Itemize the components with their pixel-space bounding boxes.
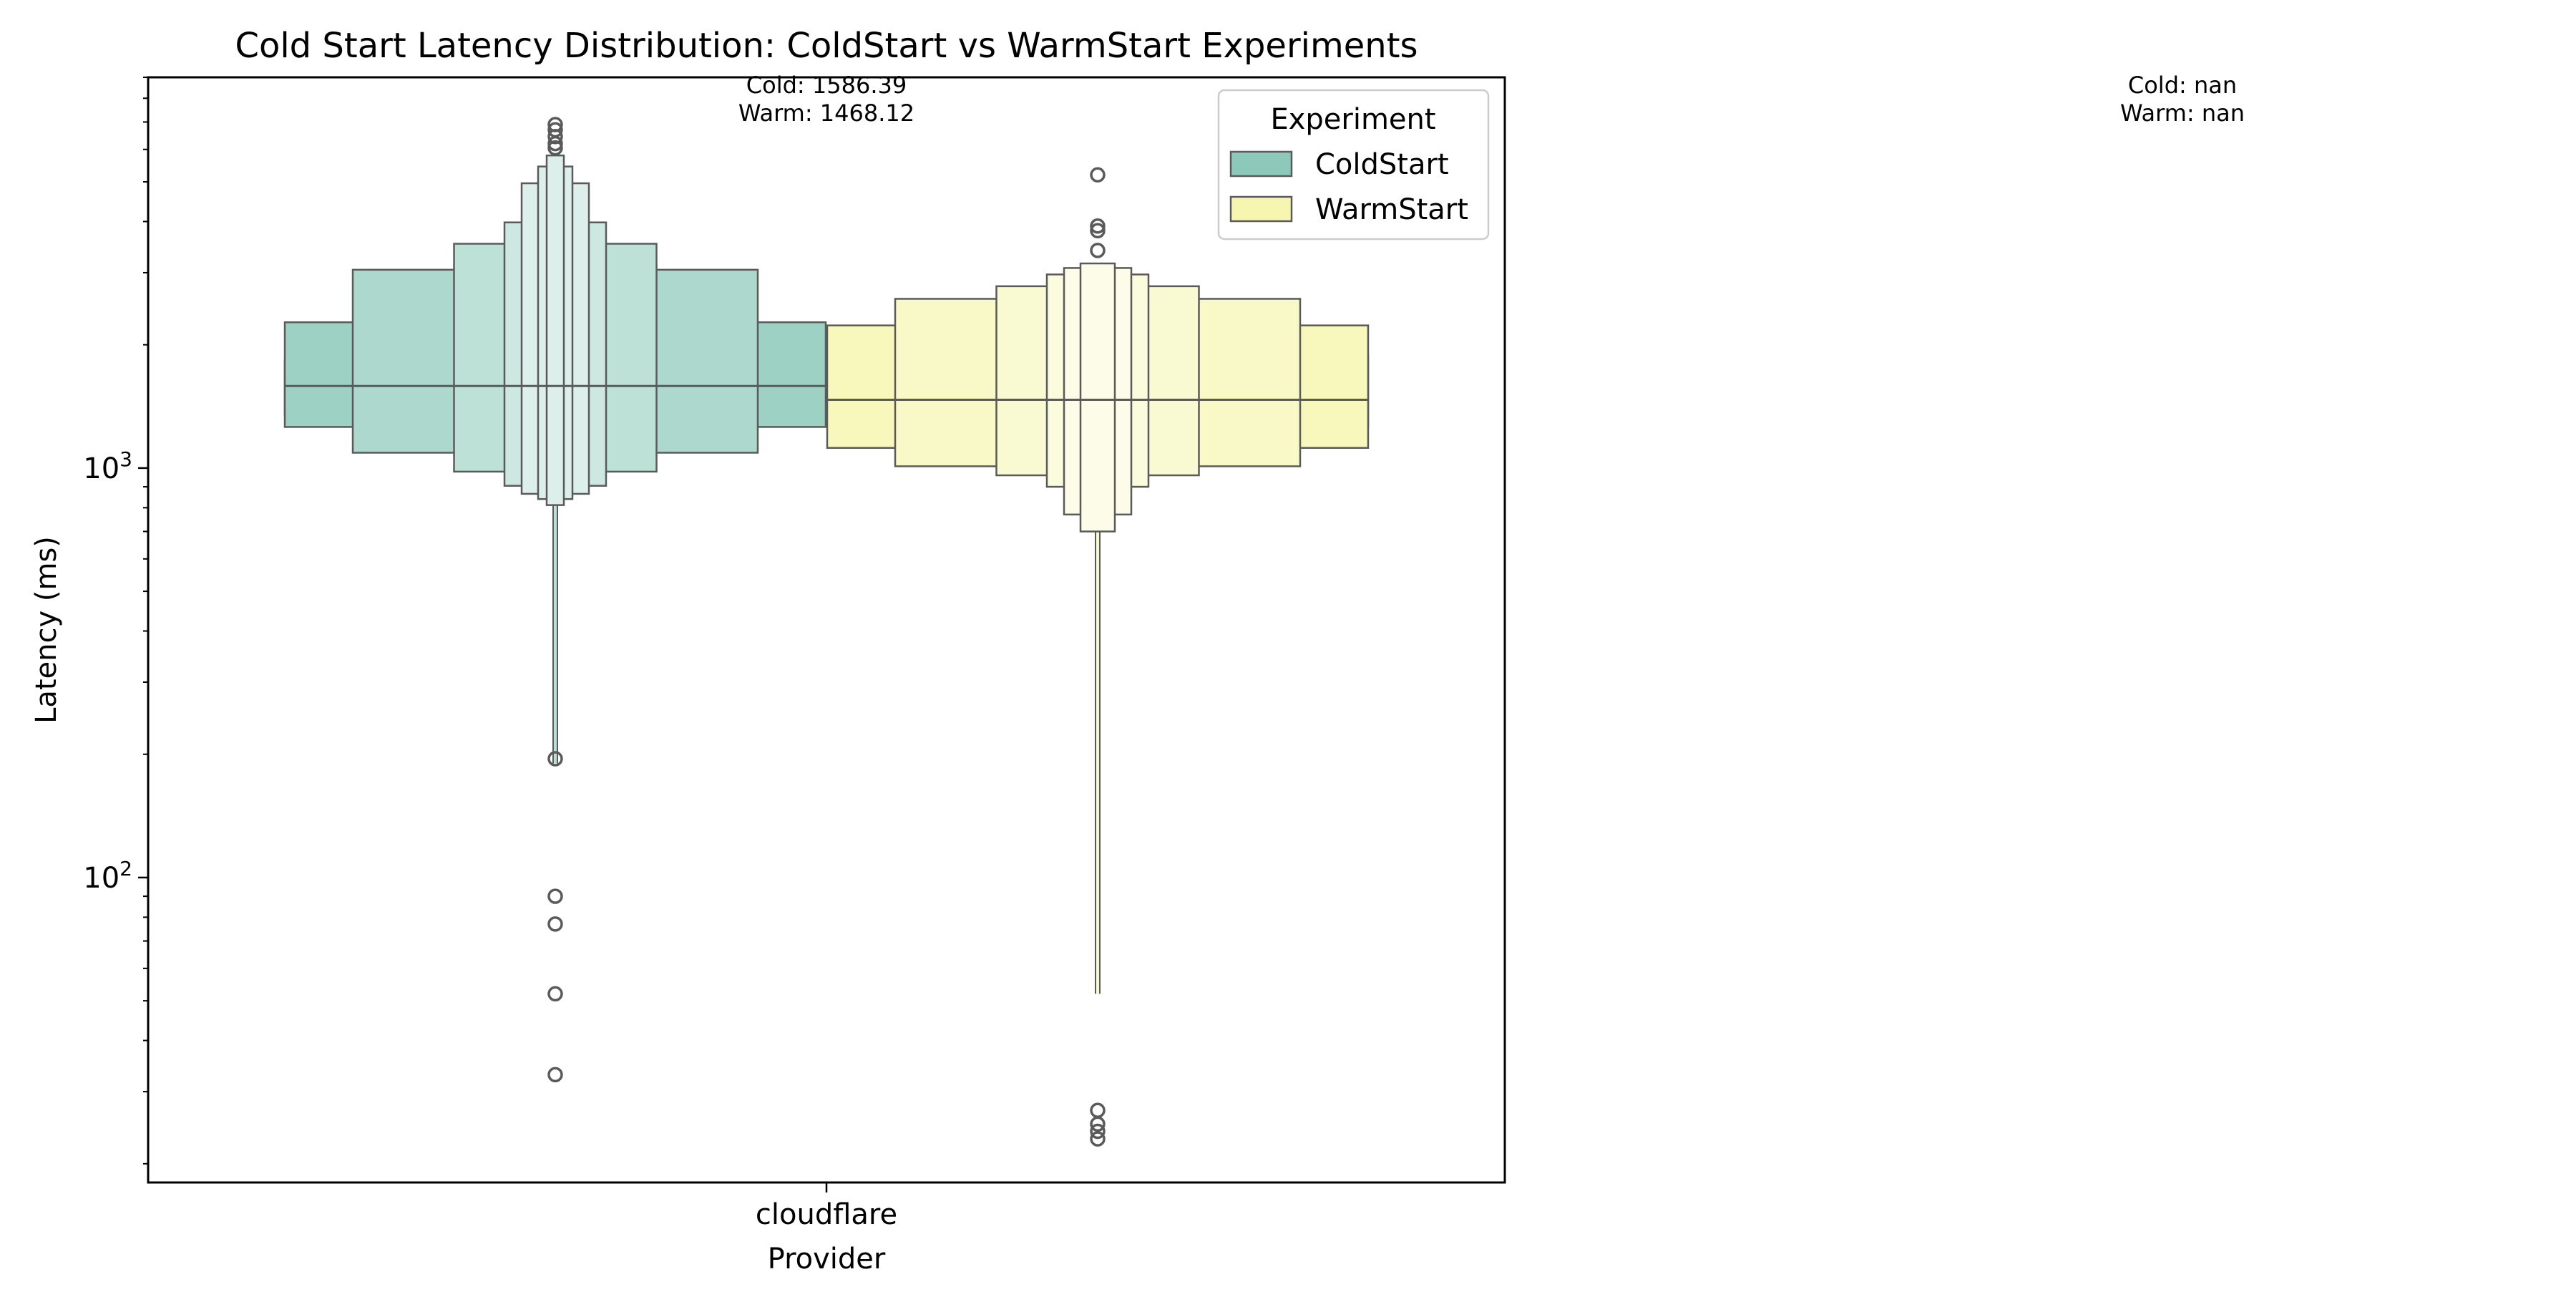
legend-swatch-warmstart <box>1231 197 1292 221</box>
chart-title: Cold Start Latency Distribution: ColdSta… <box>235 26 1418 66</box>
legend-title: Experiment <box>1270 103 1435 136</box>
annotation-a1-line-1: Cold: 1586.39 <box>746 72 907 99</box>
box-coldstart-level-8 <box>547 155 564 505</box>
y-axis-label: Latency (ms) <box>30 536 63 724</box>
legend-label-coldstart: ColdStart <box>1315 148 1449 181</box>
legend-label-warmstart: WarmStart <box>1315 193 1468 226</box>
legend-swatch-coldstart <box>1231 152 1292 176</box>
annotation-a2-line-1: Cold: nan <box>2128 72 2237 99</box>
box-warmstart-level-7 <box>1080 263 1115 531</box>
annotation-a2-line-2: Warm: nan <box>2120 99 2245 127</box>
x-tick-label-cloudflare: cloudflare <box>756 1198 897 1231</box>
x-axis-label: Provider <box>768 1243 886 1276</box>
annotation-a1-line-2: Warm: 1468.12 <box>738 99 914 127</box>
legend: Experiment ColdStart WarmStart <box>1219 90 1488 239</box>
